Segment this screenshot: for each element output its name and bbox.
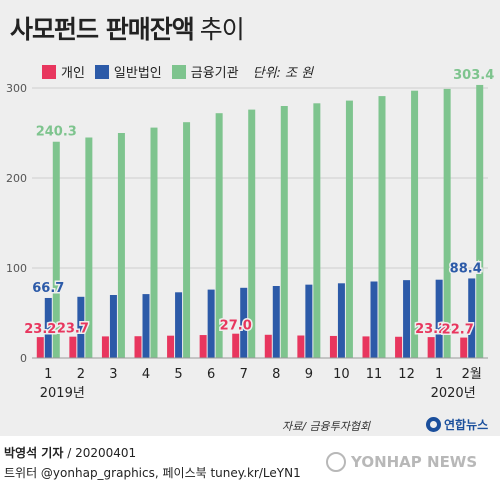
bar-corporate: [109, 295, 117, 358]
x-tick-label: 4: [142, 367, 150, 382]
data-label-individual: 27.0: [220, 319, 252, 334]
x-year-label: 2020년: [431, 386, 476, 401]
credit-date: / 20200401: [67, 446, 137, 460]
bar-financial: [117, 133, 125, 358]
bar-financial: [313, 103, 321, 358]
x-year-label: 2019년: [40, 386, 85, 401]
bar-individual: [101, 336, 109, 358]
brand-name: 연합뉴스: [444, 418, 489, 432]
bar-corporate: [77, 296, 85, 358]
bar-individual: [69, 336, 77, 358]
y-tick-label: 100: [6, 262, 27, 275]
bar-individual: [395, 336, 403, 358]
bar-financial: [345, 100, 353, 358]
legend-label-corporate: 일반법인: [113, 66, 162, 81]
data-label-financial: 240.3: [36, 125, 77, 140]
bar-financial: [248, 109, 256, 358]
bar-financial: [52, 141, 60, 358]
data-label-individual: 23.2: [24, 322, 56, 337]
bar-financial: [443, 88, 451, 359]
x-tick-label: 1: [435, 367, 443, 382]
y-tick-label: 200: [6, 172, 27, 185]
bar-corporate: [337, 283, 345, 358]
bar-individual: [297, 335, 305, 358]
brand-logo: 연합뉴스: [426, 416, 488, 433]
bar-individual: [362, 336, 370, 358]
bar-corporate: [207, 289, 215, 358]
bar-individual: [329, 335, 337, 358]
unit-label: 단위: 조 원: [252, 66, 314, 81]
y-tick-label: 0: [20, 352, 27, 365]
bar-individual: [36, 337, 44, 358]
bar-financial: [476, 84, 484, 358]
legend-swatch-individual: [42, 64, 56, 79]
bar-individual: [264, 334, 272, 358]
bar-individual: [167, 335, 175, 358]
bar-individual: [232, 333, 240, 358]
data-label-corporate: 88.4: [450, 261, 482, 276]
x-tick-label: 5: [174, 367, 182, 382]
agency-name: YONHAP NEWS: [351, 453, 478, 471]
bar-individual: [460, 337, 468, 358]
x-tick-label: 11: [366, 367, 383, 382]
chart-title: 사모펀드 판매잔액 추이: [10, 10, 245, 46]
legend-label-financial: 금융기관: [190, 66, 239, 81]
x-tick-label: 10: [333, 367, 350, 382]
data-label-corporate: 66.7: [32, 281, 64, 296]
bar-financial: [411, 90, 419, 358]
x-tick-label: 1: [44, 367, 52, 382]
bar-corporate: [44, 297, 52, 358]
data-label-financial: 303.4: [453, 68, 494, 83]
bar-corporate: [305, 284, 313, 358]
title-sub: 추이: [199, 15, 245, 44]
social-line: 트위터 @yonhap_graphics, 페이스북 tuney.kr/LeYN…: [4, 466, 301, 480]
bar-individual: [199, 335, 207, 358]
legend: 개인 일반법인 금융기관 단위: 조 원: [42, 62, 313, 81]
bar-financial: [85, 137, 93, 358]
x-tick-label: 6: [207, 367, 215, 382]
bar-financial: [183, 122, 191, 358]
bar-corporate: [468, 278, 476, 358]
footer: 박영석 기자 / 20200401 트위터 @yonhap_graphics, …: [0, 436, 500, 491]
credit-line: 박영석 기자 / 20200401: [4, 444, 136, 461]
source-label: 자료/ 금융투자협회: [282, 420, 371, 433]
bar-corporate: [435, 279, 443, 358]
x-tick-label: 7: [240, 367, 248, 382]
x-tick-label: 12: [398, 367, 415, 382]
bar-corporate: [142, 294, 150, 358]
x-tick-label: 3: [109, 367, 117, 382]
bar-corporate: [272, 286, 280, 358]
bar-corporate: [175, 292, 183, 358]
legend-item-individual: 개인: [42, 62, 85, 81]
agency-watermark: YONHAP NEWS: [326, 452, 477, 472]
x-tick-label: 9: [305, 367, 313, 382]
bar-financial: [280, 106, 288, 358]
agency-mark-icon: [326, 452, 346, 472]
bar-individual: [427, 337, 435, 358]
legend-item-corporate: 일반법인: [94, 62, 162, 81]
bar-corporate: [240, 287, 248, 358]
x-tick-label: 2월: [462, 367, 482, 382]
bar-financial: [150, 127, 158, 358]
data-label-individual: 22.7: [442, 323, 474, 338]
legend-item-financial: 금융기관: [171, 62, 239, 81]
title-main: 사모펀드 판매잔액: [10, 15, 195, 44]
bar-corporate: [370, 281, 378, 358]
legend-swatch-financial: [171, 64, 186, 79]
legend-swatch-corporate: [94, 64, 109, 79]
bar-financial: [215, 113, 223, 358]
data-label-individual: 23.2: [415, 322, 447, 337]
data-label-individual: 23.7: [57, 322, 89, 337]
bar-financial: [378, 96, 386, 358]
x-tick-label: 2: [77, 367, 85, 382]
bar-individual: [134, 336, 142, 358]
legend-label-individual: 개인: [61, 66, 85, 81]
credit-name: 박영석 기자: [4, 446, 64, 460]
bar-corporate: [403, 280, 411, 358]
brand-mark-icon: [426, 417, 441, 432]
y-tick-label: 300: [6, 82, 27, 95]
x-tick-label: 8: [272, 367, 280, 382]
